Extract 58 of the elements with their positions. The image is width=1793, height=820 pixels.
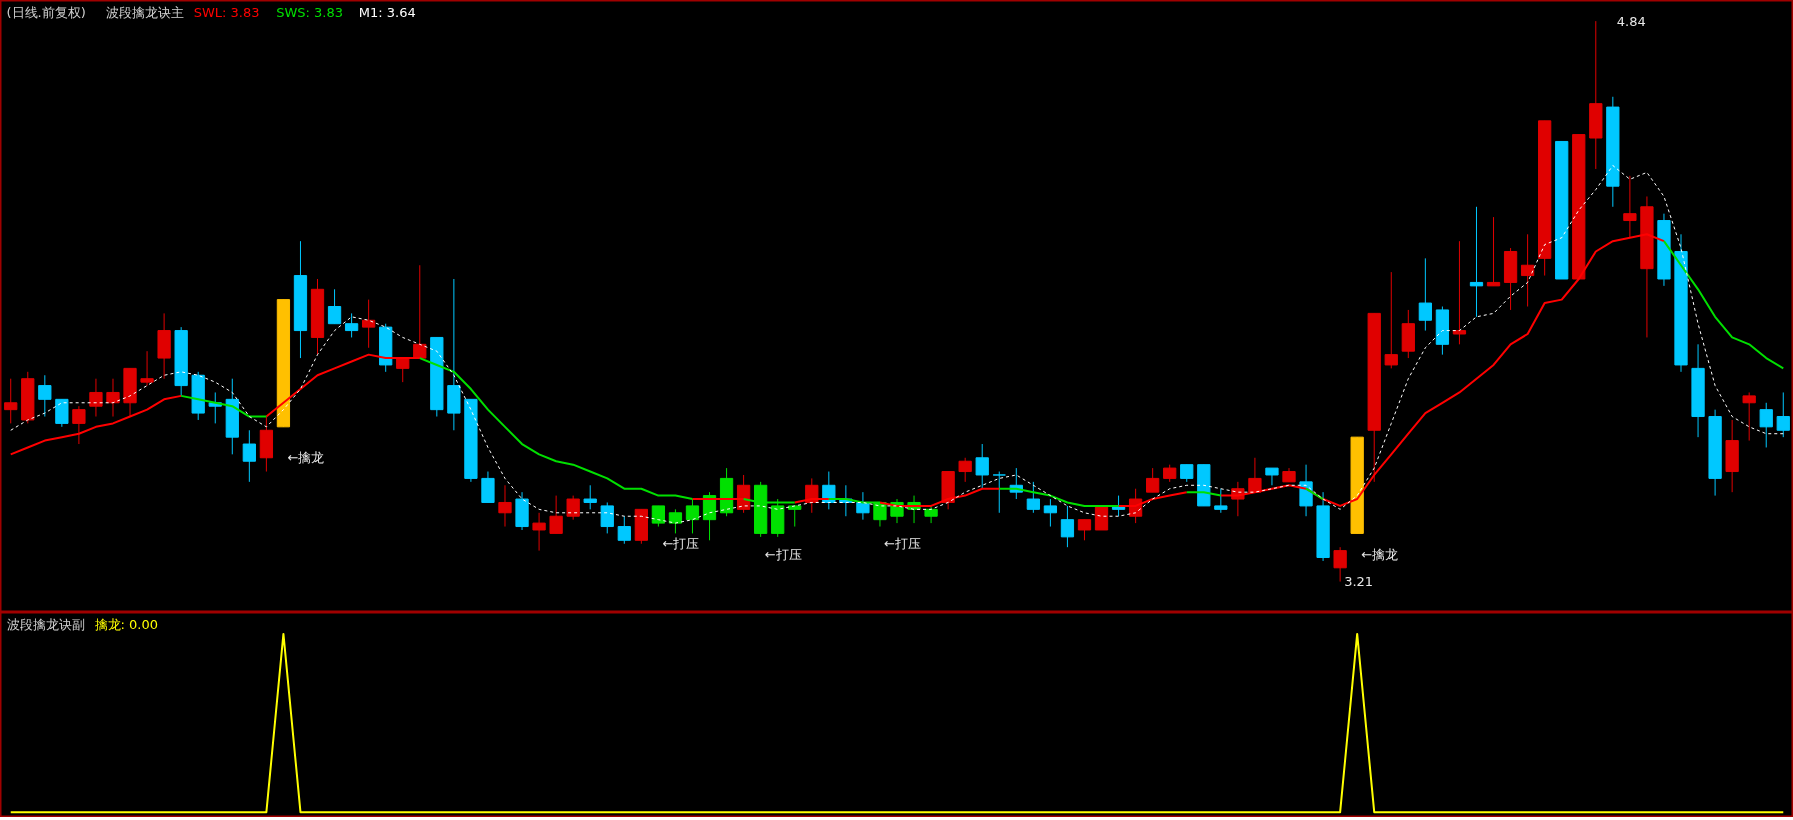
candlestick <box>1043 498 1058 528</box>
candlestick <box>1265 467 1279 486</box>
candlestick <box>1060 505 1075 548</box>
candlestick <box>72 405 86 445</box>
candlestick <box>958 457 972 483</box>
candlestick <box>1469 206 1484 318</box>
candlestick <box>668 508 683 534</box>
annotation: ←擒龙 <box>1361 546 1399 562</box>
annotation: M1: 3.64 <box>358 4 416 20</box>
candlestick <box>413 264 427 359</box>
candlestick <box>1146 467 1160 493</box>
annotation: ←打压 <box>662 536 700 552</box>
candlestick <box>396 357 410 383</box>
candlestick <box>651 505 666 528</box>
annotation: SWS: 3.83 <box>276 4 344 20</box>
candlestick <box>1623 175 1637 239</box>
candlestick <box>140 350 154 387</box>
candlestick <box>1520 233 1535 307</box>
candlestick <box>583 484 597 510</box>
candlestick <box>106 378 120 418</box>
annotation: SWL: 3.83 <box>193 4 260 20</box>
candlestick <box>975 443 989 490</box>
candlestick <box>617 515 631 545</box>
candlestick <box>1486 216 1501 287</box>
candlestick <box>992 471 1006 514</box>
chart-title: (日线.前复权) <box>6 4 86 20</box>
candlestick <box>1214 488 1228 514</box>
candlestick <box>1026 481 1040 514</box>
candlestick <box>344 312 359 338</box>
candlestick <box>532 512 546 552</box>
candlestick <box>362 299 376 349</box>
text: 擒龙: 0.00 <box>94 616 158 632</box>
candlestick <box>1742 391 1756 442</box>
candlestick <box>1452 240 1467 345</box>
candlestick <box>1248 457 1262 493</box>
candlestick <box>1333 546 1347 583</box>
candlestick <box>38 374 52 418</box>
candlestick <box>600 501 614 534</box>
candlestick <box>1384 271 1398 369</box>
candlestick <box>1418 257 1432 332</box>
candlestick <box>242 429 256 483</box>
annotation: ←打压 <box>883 536 921 552</box>
chart-title: 波段擒龙诀副 <box>6 616 85 632</box>
candlestick <box>566 495 580 521</box>
candlestick <box>4 378 18 424</box>
chart-subtitle: 波段擒龙诀主 <box>105 4 184 20</box>
candlestick <box>856 491 870 521</box>
annotation: ←打压 <box>764 546 802 562</box>
candlestick <box>1759 402 1773 448</box>
candlestick <box>549 495 563 534</box>
candlestick <box>1776 391 1790 438</box>
candlestick <box>498 484 512 528</box>
candlestick <box>89 378 103 418</box>
annotation: ←擒龙 <box>287 450 325 466</box>
annotation: 3.21 <box>1344 574 1374 590</box>
candlestick <box>1077 519 1092 541</box>
candlestick <box>327 288 342 325</box>
annotation: 4.84 <box>1616 13 1646 29</box>
